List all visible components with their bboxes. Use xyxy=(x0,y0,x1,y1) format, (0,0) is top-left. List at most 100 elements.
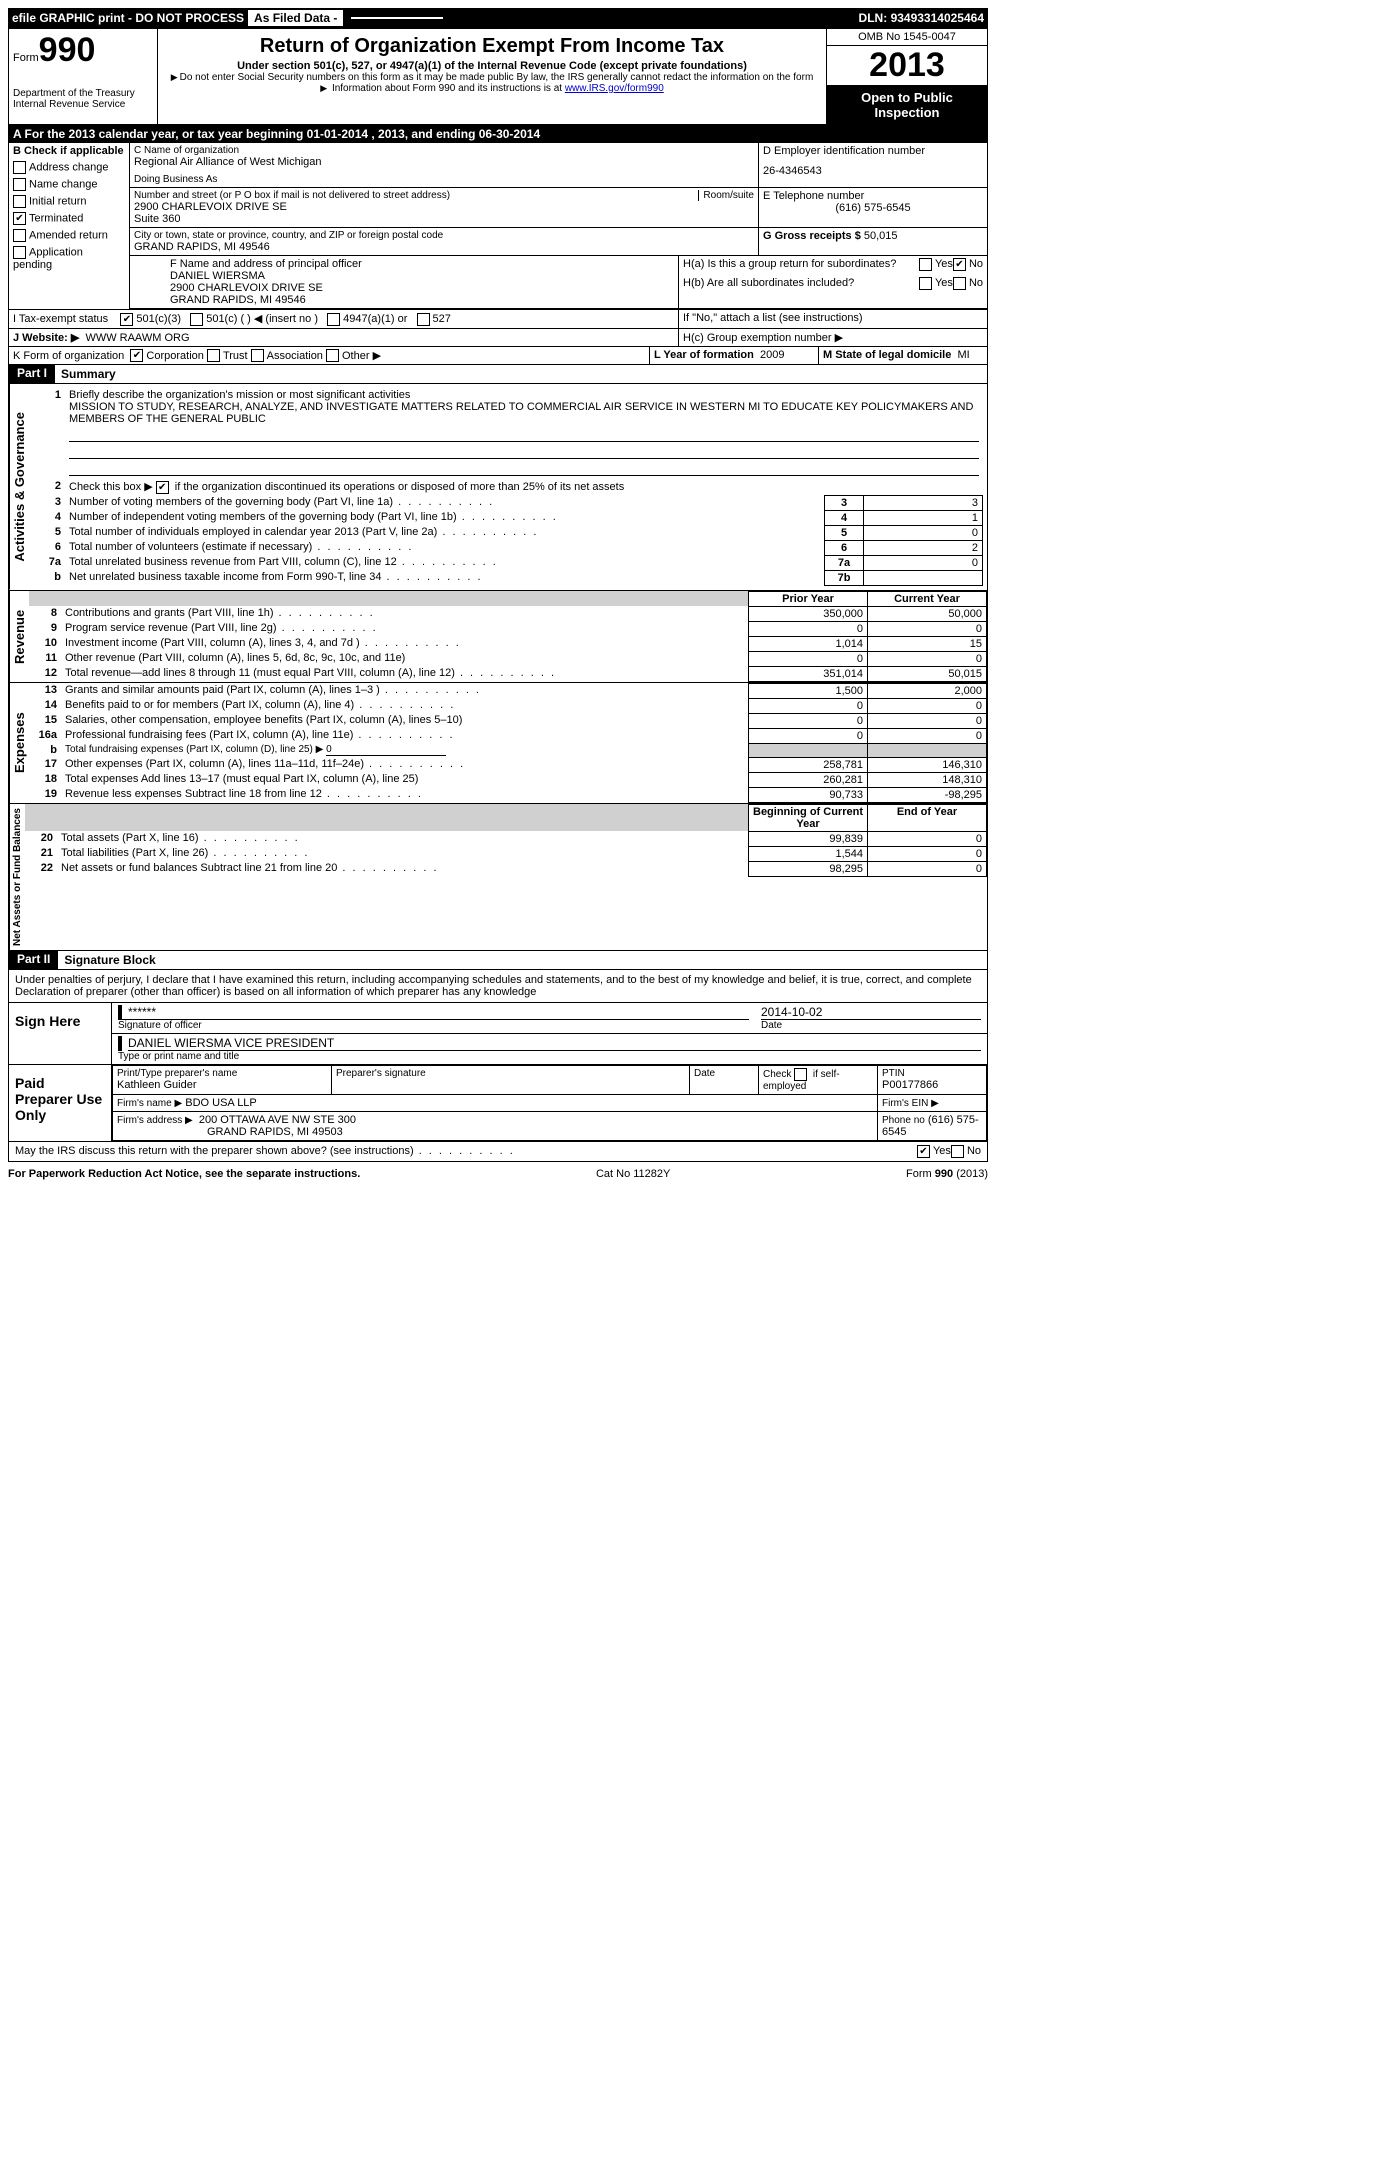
self-emp-check[interactable] xyxy=(794,1068,807,1081)
K-o4: Other ▶ xyxy=(342,350,381,362)
irs-link[interactable]: www.IRS.gov/form990 xyxy=(565,83,664,94)
city-state: GRAND RAPIDS, MI 49546 xyxy=(134,241,754,253)
B-check-1[interactable] xyxy=(13,178,26,191)
part2-label: Part II xyxy=(9,950,58,970)
blank-box xyxy=(351,17,443,19)
B-check-5[interactable] xyxy=(13,246,26,259)
B-check-4[interactable] xyxy=(13,229,26,242)
city-label: City or town, state or province, country… xyxy=(134,230,754,241)
c12: 50,015 xyxy=(868,666,987,681)
Ha-yes-check[interactable] xyxy=(919,258,932,271)
sig-stars: ****** xyxy=(128,1005,749,1019)
l7b: Net unrelated business taxable income fr… xyxy=(65,570,825,585)
line-A: A For the 2013 calendar year, or tax yea… xyxy=(9,125,987,143)
firm-name-label: Firm's name ▶ xyxy=(117,1098,182,1109)
J-val: WWW RAAWM ORG xyxy=(85,332,189,344)
date-label: Date xyxy=(761,1019,981,1031)
form-title-block: Return of Organization Exempt From Incom… xyxy=(158,29,826,124)
p13: 1,500 xyxy=(749,683,868,698)
c16a: 0 xyxy=(868,728,987,743)
Ha-no-check[interactable] xyxy=(953,258,966,271)
c17: 146,310 xyxy=(868,757,987,772)
Hb-no-check[interactable] xyxy=(953,277,966,290)
l8: Contributions and grants (Part VIII, lin… xyxy=(61,606,749,621)
c19: -98,295 xyxy=(868,787,987,802)
dept-treasury: Department of the Treasury xyxy=(13,88,153,99)
p19: 90,733 xyxy=(749,787,868,802)
B-item-label: Amended return xyxy=(29,229,108,241)
B-check-2[interactable] xyxy=(13,195,26,208)
dept-irs: Internal Revenue Service xyxy=(13,99,153,110)
B-check-3[interactable] xyxy=(13,212,26,225)
room-label: Room/suite xyxy=(698,190,754,201)
discuss-yes: Yes xyxy=(933,1145,951,1158)
B-check-0[interactable] xyxy=(13,161,26,174)
F-addr: 2900 CHARLEVOIX DRIVE SE xyxy=(170,282,674,294)
v7a: 0 xyxy=(864,555,983,570)
street-addr: 2900 CHARLEVOIX DRIVE SE xyxy=(134,201,754,213)
I-501c3-check[interactable] xyxy=(120,313,133,326)
firm-city: GRAND RAPIDS, MI 49503 xyxy=(207,1126,343,1138)
F-name: DANIEL WIERSMA xyxy=(170,270,674,282)
I-4947-check[interactable] xyxy=(327,313,340,326)
c15: 0 xyxy=(868,713,987,728)
I-527-check[interactable] xyxy=(417,313,430,326)
part1-title: Summary xyxy=(55,364,987,384)
F-label: F Name and address of principal officer xyxy=(170,258,674,270)
section-B: B Check if applicable Address changeName… xyxy=(9,143,130,309)
I-label: I Tax-exempt status xyxy=(13,313,108,325)
F-city: GRAND RAPIDS, MI 49546 xyxy=(170,294,674,306)
p11: 0 xyxy=(749,651,868,666)
B-item-label: Name change xyxy=(29,178,98,190)
I-501c-check[interactable] xyxy=(190,313,203,326)
l4: Number of independent voting members of … xyxy=(65,510,825,525)
v4: 1 xyxy=(864,510,983,525)
c14: 0 xyxy=(868,698,987,713)
footer-left: For Paperwork Reduction Act Notice, see … xyxy=(8,1168,360,1180)
yes-text2: Yes xyxy=(935,277,953,290)
page-footer: For Paperwork Reduction Act Notice, see … xyxy=(8,1162,988,1180)
l2-check[interactable] xyxy=(156,481,169,494)
p18: 260,281 xyxy=(749,772,868,787)
c13: 2,000 xyxy=(868,683,987,698)
c20: 0 xyxy=(868,831,987,846)
c18: 148,310 xyxy=(868,772,987,787)
dln-label: DLN: xyxy=(859,11,888,25)
Hc-label: H(c) Group exemption number ▶ xyxy=(679,329,987,347)
col-end: End of Year xyxy=(868,804,987,831)
net-side: Net Assets or Fund Balances xyxy=(9,804,25,950)
dln-value: 93493314025464 xyxy=(891,11,984,25)
p22: 98,295 xyxy=(749,861,868,876)
form-subtitle: Under section 501(c), 527, or 4947(a)(1)… xyxy=(162,60,822,72)
K-assoc-check[interactable] xyxy=(251,349,264,362)
v7b xyxy=(864,570,983,585)
l15: Salaries, other compensation, employee b… xyxy=(61,713,749,728)
v6: 2 xyxy=(864,540,983,555)
K-other-check[interactable] xyxy=(326,349,339,362)
l21: Total liabilities (Part X, line 26) xyxy=(57,846,749,861)
K-corp-check[interactable] xyxy=(130,349,143,362)
discuss-no-check[interactable] xyxy=(951,1145,964,1158)
L-val: 2009 xyxy=(760,349,784,361)
prep-h3: Date xyxy=(694,1068,754,1079)
sig-date: 2014-10-02 xyxy=(761,1005,981,1019)
efile-header: efile GRAPHIC print - DO NOT PROCESS As … xyxy=(8,8,988,28)
form-left-block: Form990 Department of the Treasury Inter… xyxy=(9,29,158,124)
org-name: Regional Air Alliance of West Michigan xyxy=(134,156,754,168)
Hb-yes-check[interactable] xyxy=(919,277,932,290)
p20: 99,839 xyxy=(749,831,868,846)
p21: 1,544 xyxy=(749,846,868,861)
form-right-block: OMB No 1545-0047 2013 Open to Public Ins… xyxy=(826,29,987,124)
discuss-yes-check[interactable] xyxy=(917,1145,930,1158)
officer-name: DANIEL WIERSMA VICE PRESIDENT xyxy=(128,1036,981,1051)
H-ifno: If "No," attach a list (see instructions… xyxy=(679,310,987,329)
K-trust-check[interactable] xyxy=(207,349,220,362)
G-val: 50,015 xyxy=(864,230,898,242)
c9: 0 xyxy=(868,621,987,636)
addr-label: Number and street (or P O box if mail is… xyxy=(134,190,698,201)
prep-h4-pre: Check xyxy=(763,1069,794,1080)
p8: 350,000 xyxy=(749,606,868,621)
col-prior: Prior Year xyxy=(749,591,868,606)
l22: Net assets or fund balances Subtract lin… xyxy=(57,861,749,876)
l12: Total revenue—add lines 8 through 11 (mu… xyxy=(61,666,749,681)
